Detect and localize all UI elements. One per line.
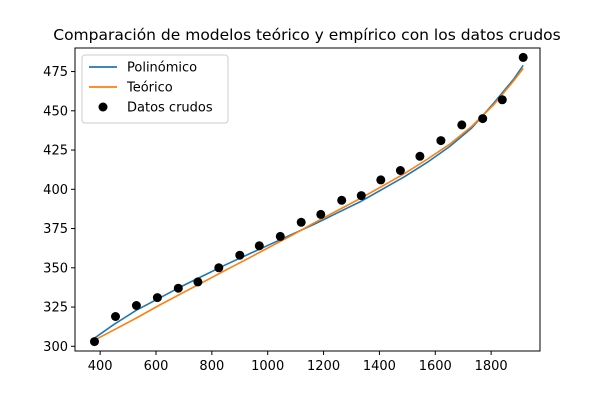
x-tick-label: 1800 — [475, 359, 508, 374]
y-tick-label: 325 — [43, 301, 68, 316]
data-point — [497, 95, 507, 105]
data-point — [131, 301, 141, 310]
data-point — [193, 277, 203, 287]
legend-label: Datos crudos — [127, 101, 213, 116]
data-point — [415, 151, 425, 161]
data-point — [254, 241, 264, 251]
plot-area — [90, 52, 528, 347]
data-point — [275, 231, 285, 241]
x-tick-label: 600 — [144, 359, 169, 374]
data-point — [518, 52, 528, 62]
data-point — [214, 263, 224, 273]
x-tick-label: 1000 — [251, 359, 284, 374]
data-point — [356, 191, 366, 201]
legend-swatch-marker — [98, 102, 108, 112]
legend-box — [81, 54, 229, 124]
y-tick-label: 375 — [43, 222, 68, 237]
legend-label: Polinómico — [127, 61, 197, 76]
x-tick-label: 1200 — [307, 359, 340, 374]
x-tick-label: 400 — [88, 359, 113, 374]
data-point — [173, 283, 183, 293]
x-tick-label: 800 — [199, 359, 224, 374]
y-tick-label: 350 — [43, 261, 68, 276]
x-tick-label: 1400 — [363, 359, 396, 374]
data-point — [376, 175, 386, 185]
data-point — [111, 312, 120, 321]
y-tick-label: 475 — [43, 65, 68, 80]
data-point — [152, 293, 162, 303]
legend: Polinómico Teórico Datos crudos — [81, 54, 229, 124]
series-line-1 — [91, 67, 524, 343]
plot-frame — [74, 47, 541, 352]
y-tick-label: 400 — [43, 183, 68, 198]
chart-title: Comparación de modelos teórico y empíric… — [53, 26, 561, 44]
series-line-0 — [91, 64, 524, 341]
data-point — [436, 136, 446, 146]
axes: 400 600 800 1000 1200 1400 1600 1800 300 325 350 37… — [43, 47, 541, 374]
data-point — [90, 337, 99, 347]
data-point — [395, 166, 405, 175]
data-point — [457, 120, 467, 130]
data-point — [296, 217, 306, 227]
data-point — [337, 195, 347, 205]
y-tick-label: 450 — [43, 104, 68, 119]
y-tick-label: 425 — [43, 144, 68, 159]
x-tick-label: 1600 — [419, 359, 452, 374]
y-tick-label: 300 — [43, 340, 68, 355]
data-point — [316, 209, 326, 219]
data-point — [235, 250, 245, 260]
data-point — [478, 114, 488, 124]
legend-label: Teórico — [126, 81, 173, 96]
